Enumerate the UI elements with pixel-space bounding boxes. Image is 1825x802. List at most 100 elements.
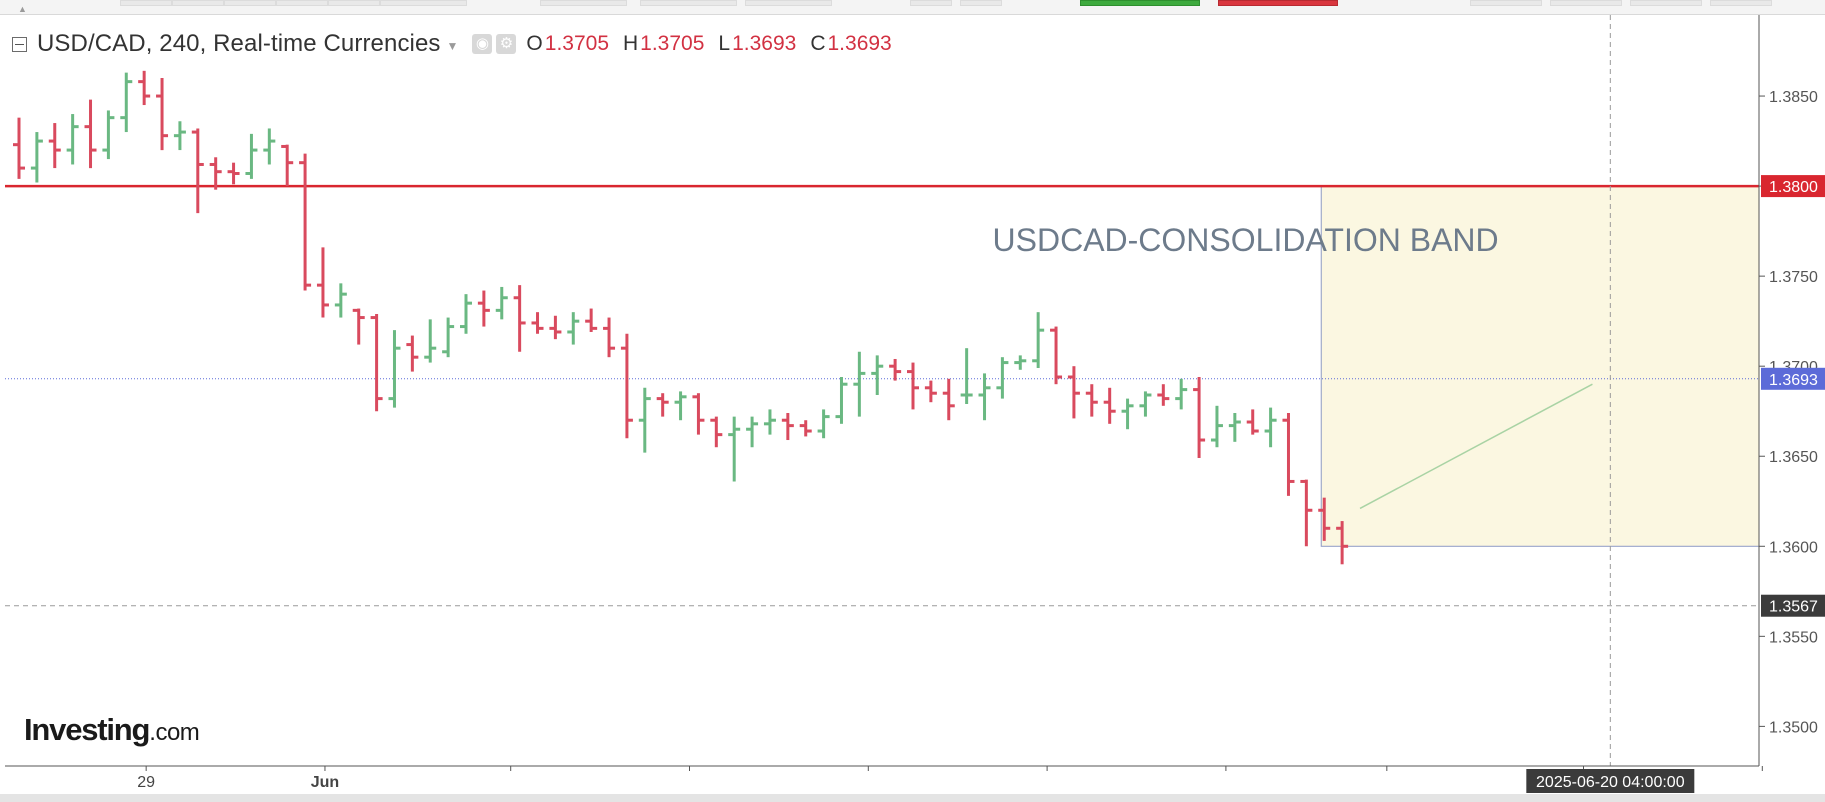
current-price-badge-label: 1.3693 [1769, 372, 1818, 389]
scroll-up-icon[interactable]: ▲ [18, 4, 27, 14]
close-label: C [810, 32, 826, 55]
ohlc-bar [66, 114, 79, 165]
time-tick-label: 29 [137, 774, 155, 791]
ohlc-bar [316, 247, 329, 318]
ohlc-bar [889, 358, 902, 381]
low-value: 1.3693 [732, 32, 797, 55]
crosshair-price-badge-label: 1.3567 [1769, 599, 1818, 616]
high-value: 1.3705 [640, 32, 705, 55]
toolbar-button[interactable] [328, 0, 380, 6]
ohlc-bar [156, 78, 169, 151]
crosshair-time-label: 2025-06-20 04:00:00 [1536, 774, 1685, 791]
ohlc-bar [120, 72, 133, 133]
top-toolbar: ▲ [0, 0, 1825, 15]
toolbar-button[interactable] [1550, 0, 1622, 6]
ohlc-bar [799, 420, 812, 437]
chevron-down-icon[interactable]: ▼ [446, 39, 459, 53]
ohlc-bar [84, 99, 97, 169]
ohlc-bar [281, 144, 294, 187]
ohlc-bar [996, 357, 1009, 399]
ohlc-bar [1085, 384, 1098, 417]
ohlc-bar [1336, 521, 1349, 565]
resistance-price-badge-label: 1.3800 [1769, 179, 1818, 196]
sell-button[interactable] [1218, 0, 1338, 6]
toolbar-button[interactable] [910, 0, 952, 6]
collapse-legend-button[interactable] [12, 36, 27, 52]
ohlc-bar [728, 416, 741, 482]
ohlc-bar [406, 335, 419, 372]
consolidation-band-box[interactable] [1320, 185, 1760, 547]
low-label: L [718, 32, 731, 55]
ohlc-bar [656, 393, 669, 417]
ohlc-bar [1157, 384, 1170, 406]
ohlc-bar [871, 355, 884, 396]
gear-icon[interactable]: ⚙ [496, 34, 517, 54]
open-label: O [526, 32, 543, 55]
ohlc-bar [1282, 413, 1295, 496]
ohlc-bar [352, 308, 365, 345]
price-tick-label: 1.3550 [1769, 629, 1818, 646]
toolbar-button[interactable] [540, 0, 627, 6]
toolbar-button[interactable] [276, 0, 328, 6]
toolbar-button[interactable] [120, 0, 172, 6]
toolbar-button[interactable] [745, 0, 832, 6]
ohlc-bar [781, 413, 794, 441]
resistance-price-badge [1761, 175, 1825, 198]
time-tick-label: Jun [311, 774, 339, 791]
ohlc-bar [1318, 497, 1331, 541]
trendline[interactable] [1359, 383, 1593, 510]
ohlc-bar [138, 70, 151, 106]
ohlc-bar [1032, 312, 1045, 368]
price-tick-label: 1.3850 [1769, 89, 1818, 106]
open-value: 1.3705 [544, 32, 609, 55]
toolbar-button[interactable] [380, 0, 467, 6]
toolbar-button[interactable] [224, 0, 276, 6]
ohlc-bar [263, 128, 276, 165]
eye-icon[interactable]: ◉ [472, 34, 493, 54]
ohlc-bar [835, 376, 848, 424]
toolbar-button[interactable] [1710, 0, 1772, 6]
ohlc-bar [245, 133, 258, 179]
ohlc-bar [477, 290, 490, 327]
ohlc-bar [853, 351, 866, 417]
price-tick-label: 1.3500 [1769, 719, 1818, 736]
ohlc-bar [1210, 405, 1223, 448]
toolbar-button[interactable] [172, 0, 224, 6]
ohlc-bar [585, 308, 598, 332]
ohlc-bar [567, 312, 580, 345]
buy-button[interactable] [1080, 0, 1200, 6]
toolbar-button[interactable] [960, 0, 1002, 6]
ohlc-bar [513, 285, 526, 352]
ohlc-bar [1264, 407, 1277, 448]
ohlc-bar [907, 362, 919, 410]
ohlc-bar [710, 416, 723, 448]
ohlc-bar [1175, 378, 1188, 410]
price-tick-label: 1.3650 [1769, 449, 1818, 466]
bottom-scrollbar[interactable] [0, 794, 1825, 802]
ohlc-bar [1228, 413, 1241, 442]
toolbar-button[interactable] [1630, 0, 1702, 6]
ohlc-bar [531, 312, 544, 334]
ohlc-bar [763, 409, 776, 435]
ohlc-bar [960, 348, 973, 405]
consolidation-band-label: USDCAD-CONSOLIDATION BAND [993, 222, 1499, 258]
ohlc-bar [924, 380, 937, 403]
logo-suffix: .com [149, 719, 200, 746]
ohlc-bar [424, 319, 437, 363]
toolbar-button[interactable] [640, 0, 737, 6]
crosshair-price-badge [1761, 594, 1825, 617]
crosshair-time-badge [1526, 769, 1695, 793]
ohlc-bar [817, 409, 830, 439]
ohlc-bar [942, 378, 955, 421]
ohlc-bar [978, 373, 991, 421]
investing-logo[interactable]: Investing.com [24, 712, 200, 748]
symbol-title[interactable]: USD/CAD, 240, Real-time Currencies [37, 30, 441, 57]
toolbar-button[interactable] [1470, 0, 1542, 6]
ohlc-bar [1067, 366, 1080, 419]
ohlc-bar [638, 387, 651, 453]
ohlc-bar [13, 117, 25, 179]
ohlc-bar [388, 330, 401, 408]
ohlc-bar [48, 123, 61, 169]
ohlc-bar [746, 416, 759, 448]
